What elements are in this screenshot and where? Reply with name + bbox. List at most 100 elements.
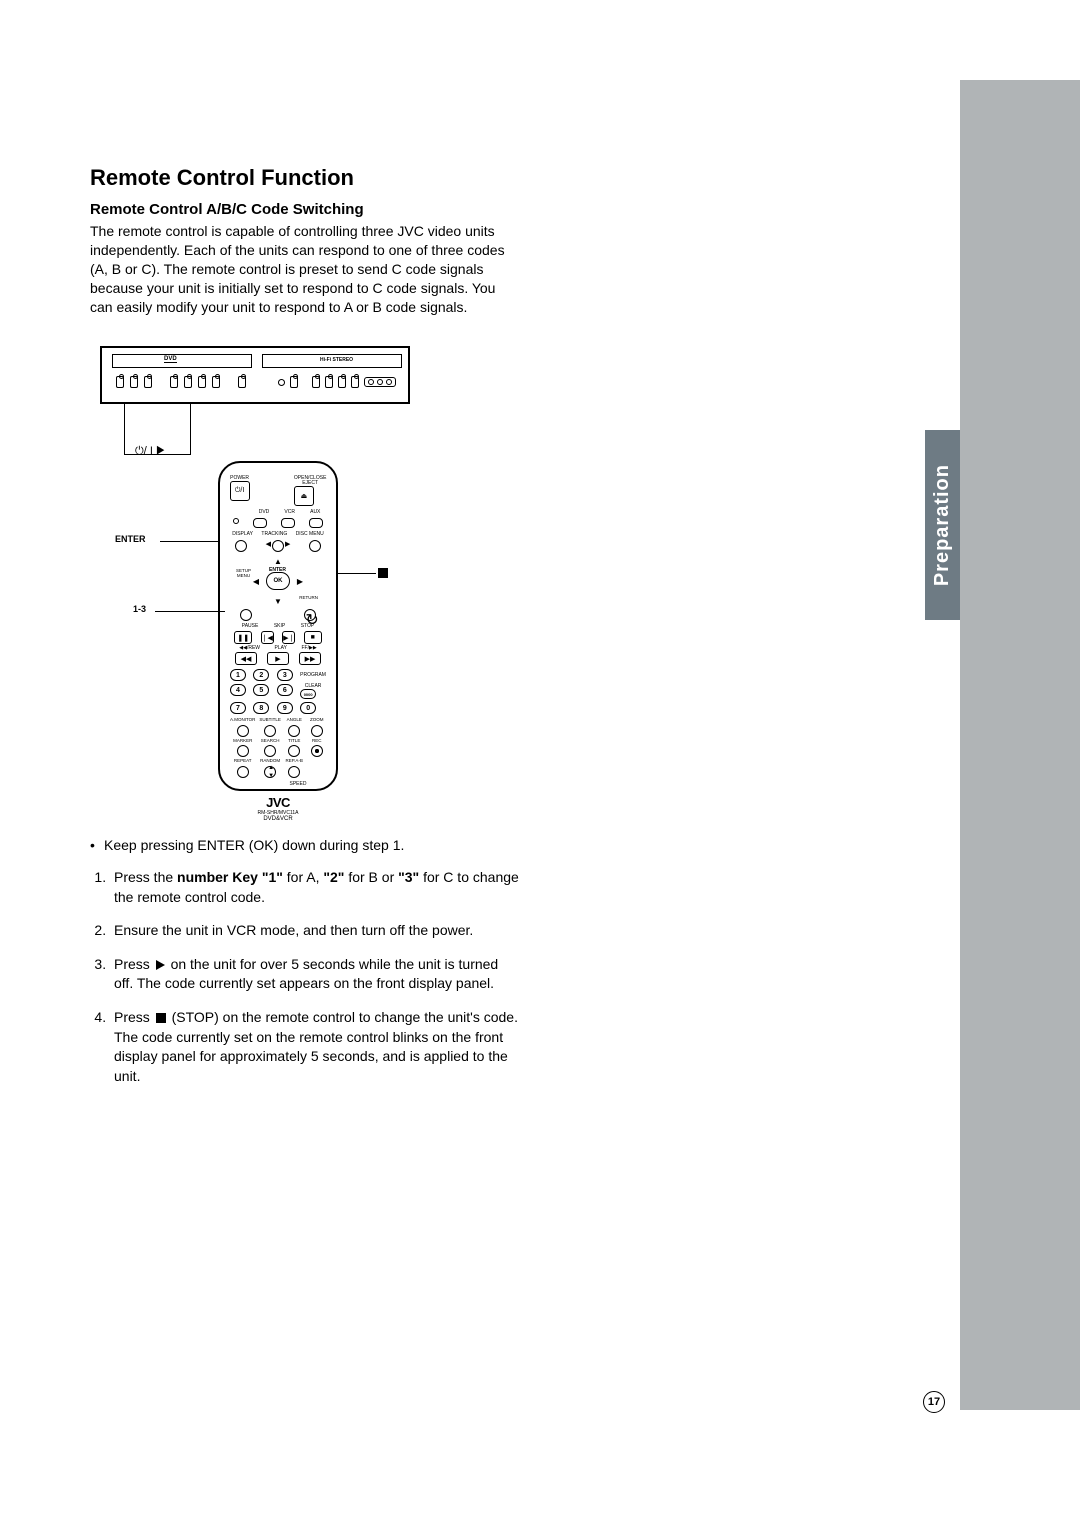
front-buttons-left	[116, 376, 246, 388]
remote-control: POWER ⏻/I OPEN/CLOSE EJECT ⏏ DVD VCR	[218, 461, 338, 791]
subtitle-button	[264, 725, 276, 737]
skip-next-button: ▶❘	[282, 631, 295, 644]
rec-dot-icon	[386, 379, 392, 385]
num-5-button: 5	[253, 684, 269, 696]
display-button	[235, 540, 247, 552]
ff-button: ▶▶	[299, 652, 321, 665]
rew-label: ◀◀/REW	[239, 645, 260, 651]
discmenu-button	[309, 540, 321, 552]
func-label: REP.A-B	[285, 759, 304, 764]
power-play-callout: ⏻/ I ▶	[135, 445, 165, 458]
random-button: ▲▼	[264, 766, 276, 778]
dpad-up-icon: ▲	[274, 557, 282, 565]
power-label: POWER	[230, 476, 250, 481]
callout-line	[160, 541, 218, 542]
skip-label: SKIP	[274, 623, 285, 629]
func-label: MARKER	[230, 739, 255, 744]
return-button: ↻	[304, 609, 316, 621]
num-3-button: 3	[277, 669, 293, 681]
stop-icon	[156, 1013, 166, 1023]
dpad-left-icon: ◀	[252, 577, 260, 585]
eject-label: OPEN/CLOSE EJECT	[294, 476, 327, 486]
sidebar-strip	[960, 80, 1080, 1410]
repab-button	[288, 766, 300, 778]
func-label: TITLE	[285, 739, 304, 744]
instruction-steps: Keep pressing ENTER (OK) down during ste…	[90, 836, 520, 1086]
intro-paragraph: The remote control is capable of control…	[90, 222, 520, 316]
content-column: Remote Control Function Remote Control A…	[90, 165, 520, 1100]
stop-label: STOP	[301, 623, 315, 629]
tracking-label: TRACKING	[261, 531, 287, 537]
discmenu-label: DISC MENU	[296, 531, 324, 537]
step-list: Press the number Key "1" for A, "2" for …	[90, 868, 520, 1086]
num-2-button: 2	[253, 669, 269, 681]
device-front-panel: DVD Hi-Fi STEREO	[100, 346, 410, 404]
power-button: ⏻/I	[230, 481, 250, 501]
speed-label: SPEED	[260, 782, 336, 787]
marker-button	[237, 745, 249, 757]
page-title: Remote Control Function	[90, 165, 520, 191]
front-button	[325, 376, 333, 388]
dvd-mode-button	[253, 518, 267, 528]
num-8-button: 8	[253, 702, 269, 714]
step-bullet: Keep pressing ENTER (OK) down during ste…	[90, 836, 520, 856]
transport-labels-2: ◀◀/REW PLAY FF/▶▶	[232, 645, 324, 651]
section-tab-label: Preparation	[931, 464, 954, 586]
front-button	[116, 376, 124, 388]
play-button: ▶	[267, 652, 289, 665]
zoom-button	[311, 725, 323, 737]
vcr-mode-button	[281, 518, 295, 528]
hifi-label: Hi-Fi STEREO	[320, 357, 353, 363]
setup-menu-label: SETUP MENU	[236, 569, 251, 578]
section-subtitle: Remote Control A/B/C Code Switching	[90, 201, 520, 218]
eject-button: ⏏	[294, 486, 314, 506]
play-icon	[156, 960, 165, 970]
func-label: SEARCH	[259, 739, 281, 744]
enter-label: ENTER	[269, 567, 286, 573]
mode-label: AUX	[310, 509, 320, 515]
func-label: ZOOM	[307, 718, 326, 723]
front-button	[198, 376, 206, 388]
func-label: A.MONITOR	[230, 718, 255, 723]
func-label: SUBTITLE	[259, 718, 281, 723]
page: Preparation Remote Control Function Remo…	[0, 0, 1080, 1528]
row-labels: DISPLAY TRACKING DISC MENU	[228, 531, 328, 537]
step-2: Ensure the unit in VCR mode, and then tu…	[110, 921, 520, 941]
front-buttons-right	[278, 376, 396, 388]
skip-prev-button: ❘◀	[261, 631, 274, 644]
section-tab: Preparation	[925, 430, 960, 620]
search-button	[264, 745, 276, 757]
amonitor-button	[237, 725, 249, 737]
program-label: PROGRAM	[300, 673, 326, 678]
step-1: Press the number Key "1" for A, "2" for …	[110, 868, 520, 907]
front-button	[184, 376, 192, 388]
enter-callout: ENTER	[115, 534, 146, 544]
dvd-slot-label: DVD	[164, 356, 177, 363]
callout-line	[124, 404, 125, 454]
play-label: PLAY	[275, 645, 287, 651]
keys-1-3-callout: 1-3	[133, 604, 146, 614]
setup-button	[240, 609, 252, 621]
front-button	[130, 376, 138, 388]
rec-button	[311, 745, 323, 757]
callout-line	[155, 611, 225, 612]
aux-mode-button	[309, 518, 323, 528]
clear-label: CLEAR	[300, 684, 326, 689]
front-button	[338, 376, 346, 388]
func-label: REPEAT	[230, 759, 255, 764]
num-9-button: 9	[277, 702, 293, 714]
rec-dot-icon	[368, 379, 374, 385]
num-4-button: 4	[230, 684, 246, 696]
front-button	[290, 376, 298, 388]
angle-button	[288, 725, 300, 737]
dpad: ▲ ▼ ◀ ▶ OK ENTER SETUP MENU RETURN	[252, 555, 304, 607]
func-label: REC	[307, 739, 326, 744]
device-remote-diagram: DVD Hi-Fi STEREO	[100, 346, 430, 806]
page-number: 17	[923, 1391, 945, 1413]
mode-label: VCR	[284, 509, 295, 515]
num-1-button: 1	[230, 669, 246, 681]
transport-labels-1: PAUSE SKIP STOP	[234, 623, 322, 629]
step-4: Press (STOP) on the remote control to ch…	[110, 1008, 520, 1086]
front-button	[312, 376, 320, 388]
function-grid: A.MONITOR SUBTITLE ANGLE ZOOM MARKER SEA…	[230, 718, 326, 778]
